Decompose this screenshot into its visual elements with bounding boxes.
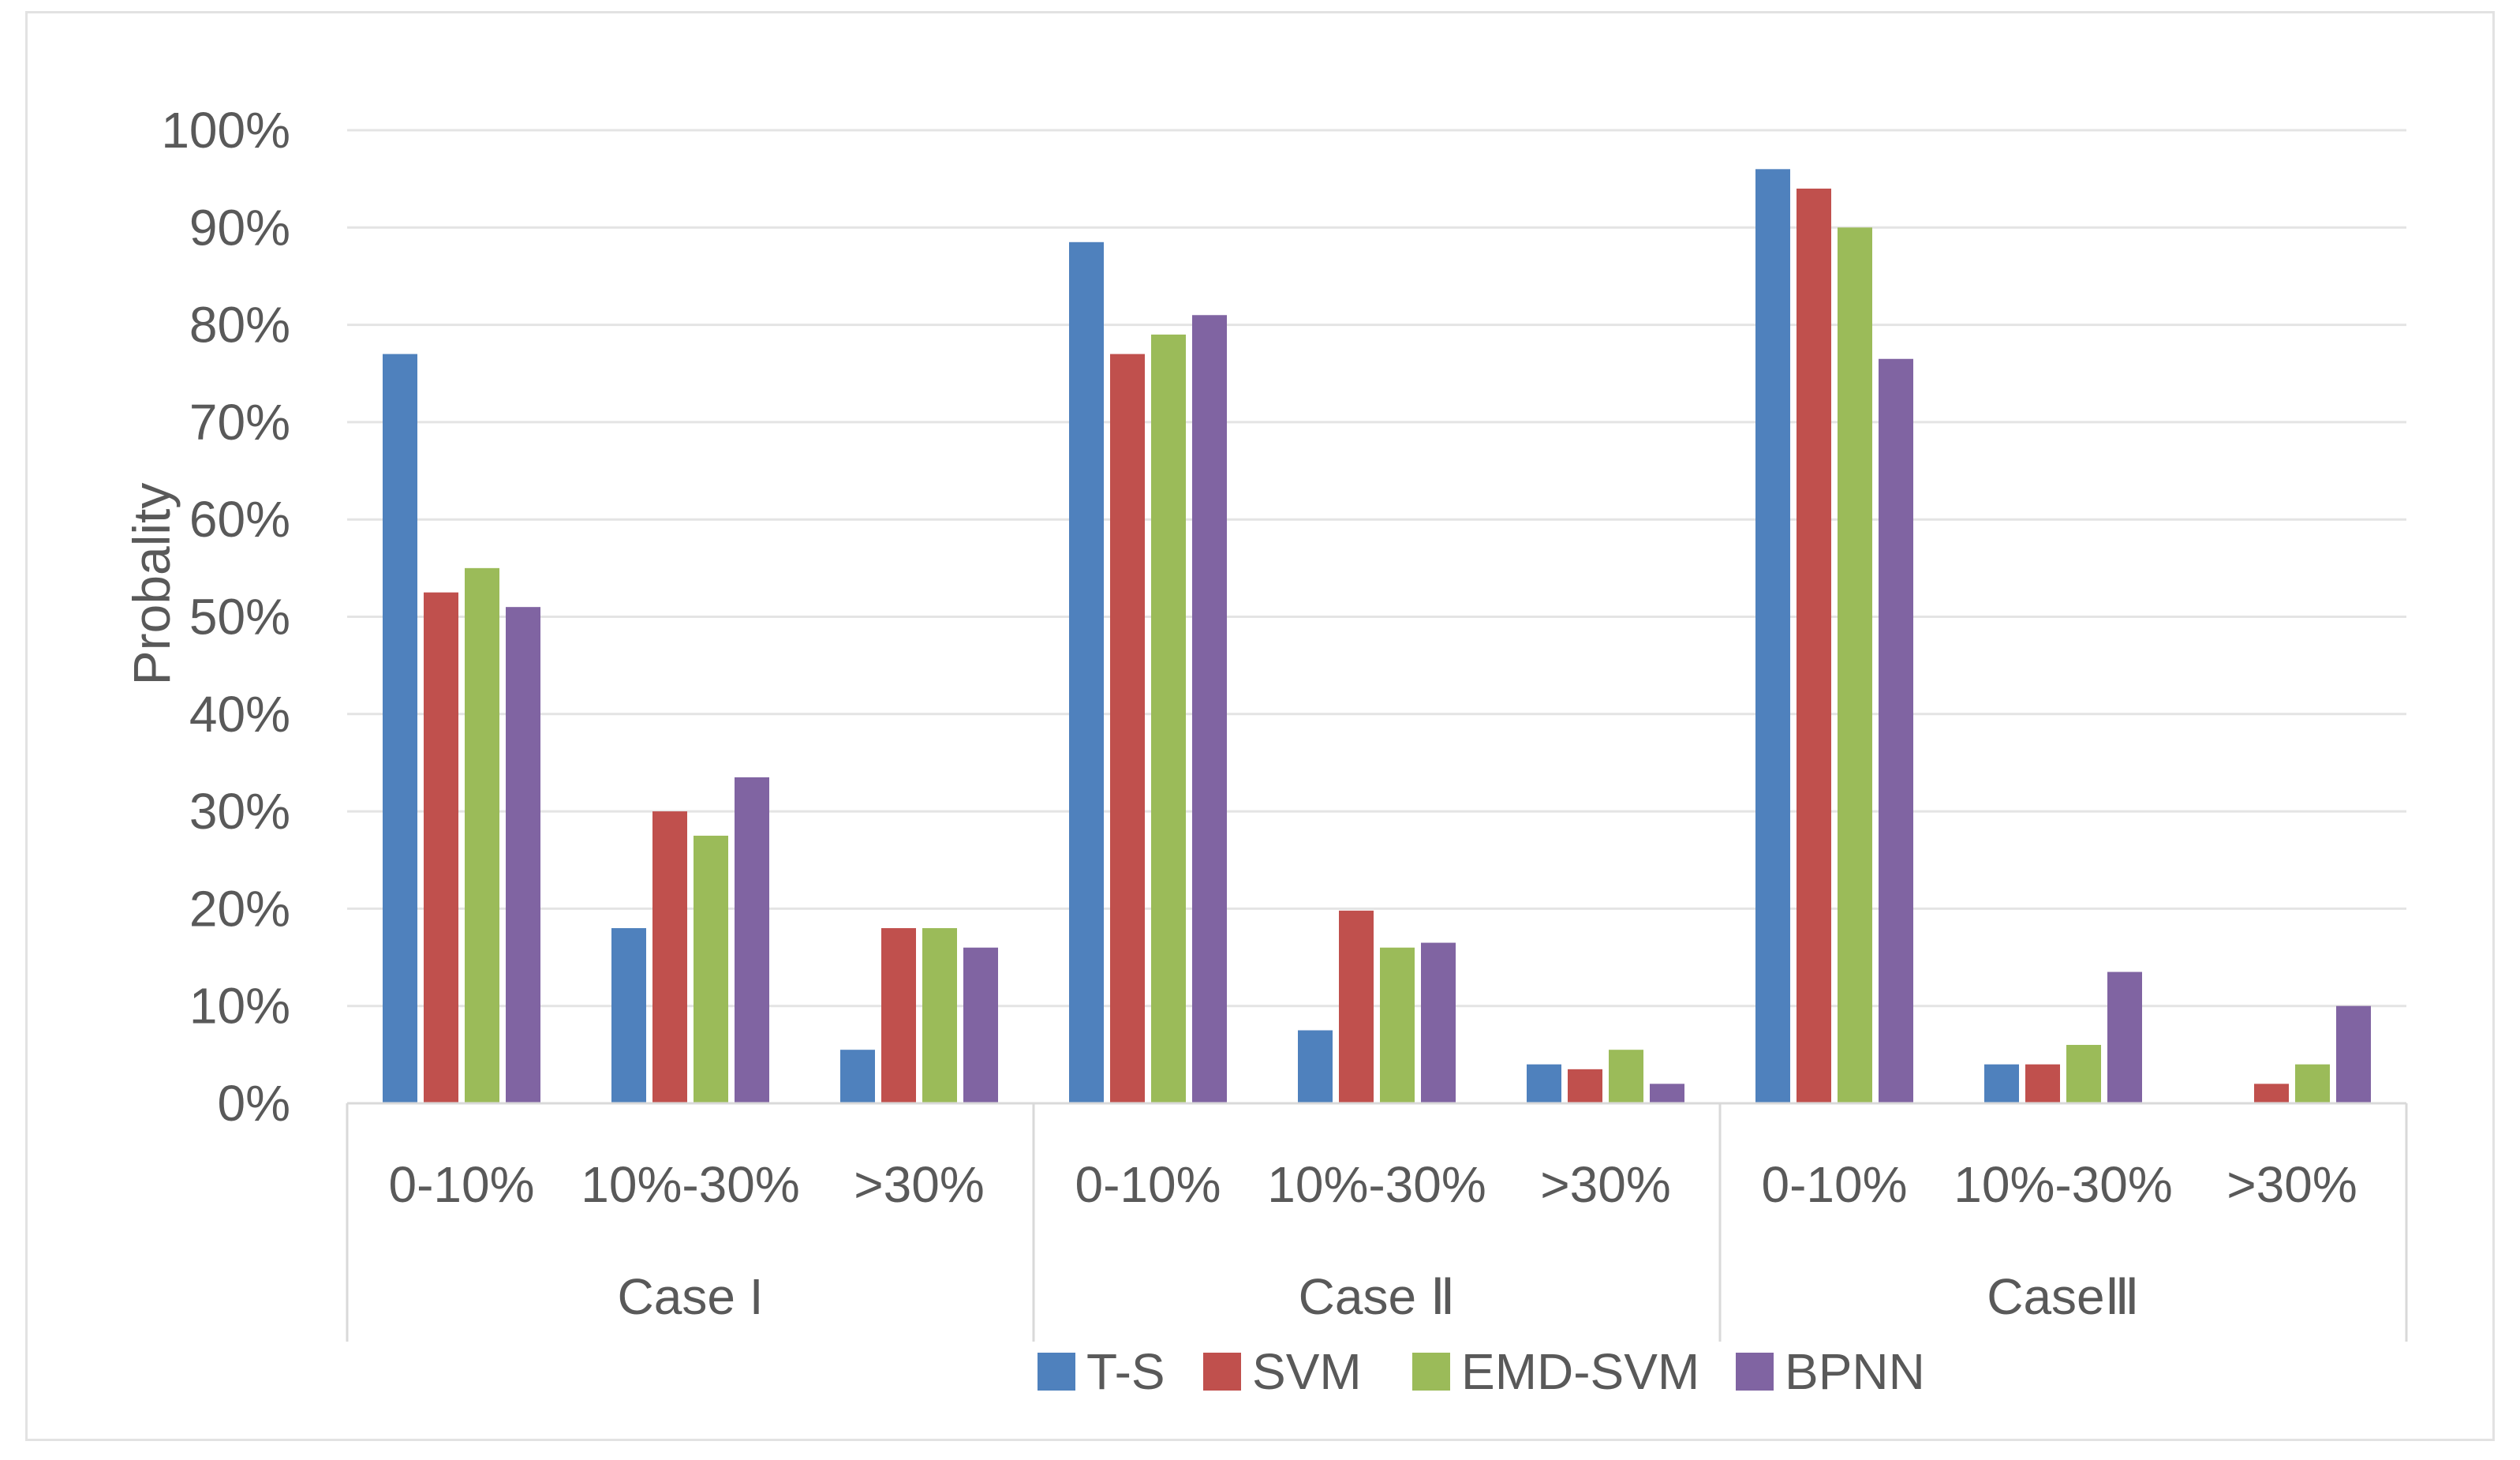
x-tick-label: 0-10%: [1075, 1156, 1221, 1213]
legend-swatch: [1038, 1353, 1075, 1391]
bar-bpnn: [2107, 971, 2142, 1103]
legend-swatch: [1412, 1353, 1450, 1391]
y-tick-label: 40%: [189, 686, 290, 743]
legend-swatch: [1736, 1353, 1774, 1391]
y-axis-label: Probality: [122, 483, 181, 686]
bar-t-s: [1527, 1064, 1561, 1103]
x-tick-label: 10%-30%: [1267, 1156, 1486, 1213]
bar-svm: [881, 928, 916, 1103]
y-tick-label: 0%: [218, 1075, 291, 1132]
bar-emd-svm: [1838, 227, 1872, 1103]
y-axis-ticks: 0% 10% 20% 30% 40% 50% 60% 70% 80% 90% 100%: [161, 102, 290, 1132]
y-tick-label: 10%: [189, 978, 290, 1035]
y-tick-label: 80%: [189, 297, 290, 354]
x-tick-label: >30%: [2226, 1156, 2357, 1213]
bar-emd-svm: [2066, 1045, 2101, 1103]
bar-t-s: [1069, 241, 1104, 1103]
y-tick-label: 90%: [189, 199, 290, 256]
y-tick-label: 20%: [189, 880, 290, 937]
legend: T-S SVM EMD-SVM BPNN: [1038, 1343, 1925, 1400]
y-tick-label: 30%: [189, 783, 290, 840]
legend-label: BPNN: [1785, 1343, 1925, 1400]
bar-t-s: [840, 1050, 875, 1103]
group-label: Case I: [618, 1268, 764, 1325]
group-label: Case Ⅱ: [1299, 1268, 1456, 1325]
x-tick-label: 10%-30%: [1954, 1156, 2173, 1213]
bar-emd-svm: [1609, 1050, 1643, 1103]
x-tick-label: >30%: [1540, 1156, 1670, 1213]
y-tick-label: 50%: [189, 589, 290, 646]
gridlines: [347, 129, 2406, 1008]
x-axis: 0-10% 10%-30% >30% 0-10% 10%-30% >30% 0-10% 10%…: [346, 1102, 2408, 1342]
y-tick-label: 60%: [189, 491, 290, 548]
bar-emd-svm: [1380, 947, 1415, 1103]
bar-svm: [1797, 188, 1831, 1104]
bar-emd-svm: [694, 835, 728, 1103]
bars: [383, 169, 2371, 1104]
bar-svm: [2025, 1064, 2060, 1103]
bar-t-s: [1298, 1030, 1333, 1103]
legend-label: T-S: [1086, 1343, 1165, 1400]
bar-bpnn: [735, 777, 769, 1103]
bar-bpnn: [1650, 1084, 1684, 1103]
x-tick-label: >30%: [854, 1156, 984, 1213]
bar-bpnn: [1192, 315, 1227, 1103]
bar-t-s: [611, 928, 646, 1103]
legend-swatch: [1203, 1353, 1241, 1391]
bar-emd-svm: [1151, 334, 1186, 1103]
bar-svm: [1110, 354, 1145, 1104]
bar-emd-svm: [465, 567, 499, 1103]
bar-svm: [1568, 1069, 1602, 1103]
bar-bpnn: [1421, 942, 1456, 1103]
y-tick-label: 70%: [189, 394, 290, 451]
x-tick-label: 0-10%: [1762, 1156, 1908, 1213]
group-label: CaseⅢ: [1987, 1268, 2140, 1325]
bar-svm: [652, 811, 687, 1103]
x-tick-label: 10%-30%: [581, 1156, 800, 1213]
bar-bpnn: [1879, 358, 1913, 1103]
bar-t-s: [1984, 1064, 2019, 1103]
bar-t-s: [1755, 169, 1790, 1103]
x-tick-label: 0-10%: [389, 1156, 535, 1213]
bar-bpnn: [2336, 1005, 2371, 1103]
legend-label: SVM: [1252, 1343, 1362, 1400]
bar-bpnn: [963, 947, 998, 1103]
bar-svm: [424, 592, 458, 1103]
bar-svm: [2254, 1084, 2289, 1103]
bar-emd-svm: [922, 928, 957, 1103]
bar-emd-svm: [2295, 1064, 2330, 1103]
legend-label: EMD-SVM: [1461, 1343, 1699, 1400]
bar-svm: [1339, 910, 1374, 1103]
bar-t-s: [383, 354, 417, 1104]
y-tick-label: 100%: [161, 102, 290, 159]
bar-bpnn: [506, 607, 540, 1103]
